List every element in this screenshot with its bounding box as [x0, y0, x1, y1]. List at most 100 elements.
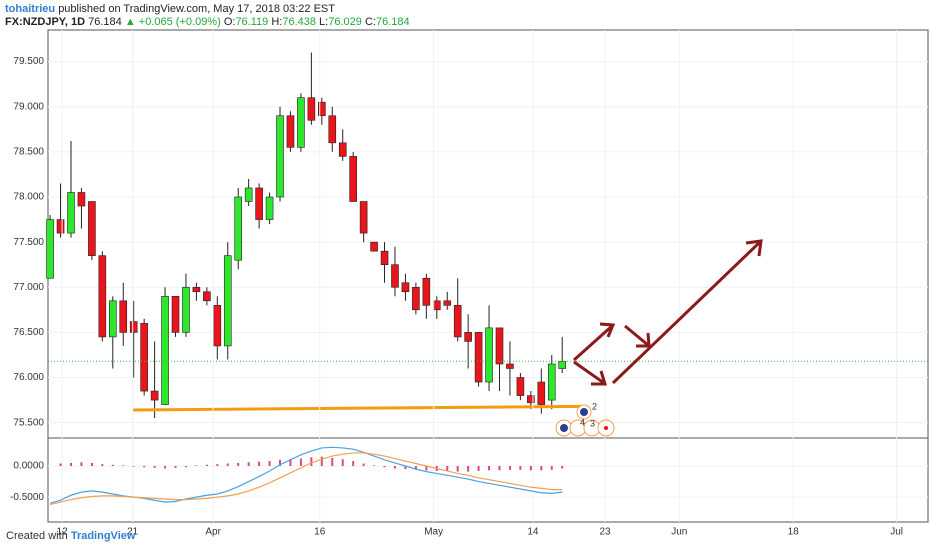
- histogram-bar: [289, 459, 292, 466]
- y-tick-label: 79.500: [13, 56, 44, 67]
- histogram-bar: [69, 462, 72, 466]
- event-icon: [604, 426, 608, 430]
- candle-body: [203, 291, 211, 302]
- histogram-bar: [279, 459, 282, 466]
- candle-body: [359, 201, 368, 234]
- histogram-bar: [446, 466, 449, 471]
- histogram-bar: [299, 458, 302, 466]
- histogram-bar: [195, 465, 198, 466]
- histogram-bar: [477, 466, 480, 471]
- footer-brand[interactable]: TradingView: [70, 530, 136, 542]
- event-count: 3: [590, 418, 595, 428]
- arrow-head: [591, 370, 608, 386]
- author[interactable]: tohaitrieu: [5, 3, 56, 15]
- candle-body: [77, 192, 86, 207]
- histogram-bar: [258, 461, 261, 466]
- candle-body: [527, 395, 535, 404]
- event-icons: 2 4 3: [555, 401, 615, 437]
- candle-body: [286, 115, 295, 148]
- y-tick-label: 76.000: [13, 372, 44, 383]
- drawn-arrows: [572, 239, 763, 386]
- candle-body: [56, 219, 65, 234]
- candle-body: [516, 377, 525, 396]
- histogram-bar: [352, 461, 355, 466]
- published: published on TradingView.com, May 17, 20…: [58, 3, 335, 15]
- plot-frame: [47, 29, 929, 523]
- candle-body: [192, 286, 201, 293]
- candle-body: [328, 115, 337, 144]
- histogram-bar: [59, 463, 62, 466]
- histogram-bar: [216, 464, 219, 466]
- histogram-bar: [488, 466, 491, 471]
- candle-body: [223, 255, 232, 347]
- histogram-bar: [414, 466, 417, 470]
- histogram-bar: [467, 466, 470, 472]
- y-tick-label: 77.500: [13, 237, 44, 248]
- event-icon: [560, 424, 568, 432]
- data-layer: 75.500 76.000 76.500 77.000 77.500 78.000 78.5…: [10, 30, 928, 538]
- y-tick-label: 78.500: [13, 146, 44, 157]
- candle-body: [129, 321, 138, 333]
- arrow: [573, 360, 605, 385]
- ohlc-label: L:: [319, 16, 329, 28]
- histogram-bar: [320, 456, 323, 466]
- y-tick-label: 78.000: [13, 192, 44, 203]
- y-tick-label: 76.500: [13, 327, 44, 338]
- ohlc-label: H:: [271, 16, 283, 28]
- x-tick-label: Jul: [890, 527, 903, 538]
- candle-body: [547, 363, 556, 401]
- arrow-head: [636, 332, 651, 348]
- ohlc-label: O:: [223, 16, 236, 28]
- histogram-bar: [404, 466, 407, 470]
- histogram-bar: [331, 457, 334, 466]
- histogram-bar: [529, 466, 532, 471]
- y-tick-label: -0.5000: [10, 492, 44, 503]
- histogram-bar: [425, 466, 428, 471]
- y-tick-label: 75.500: [13, 417, 44, 428]
- histogram-bar: [174, 466, 177, 468]
- arrow-head: [599, 322, 616, 338]
- candle-body: [391, 264, 399, 288]
- x-tick-label: 14: [527, 527, 539, 538]
- histogram-bar: [184, 466, 187, 468]
- x-tick-label: 21: [127, 527, 139, 538]
- candle-body: [464, 332, 472, 342]
- candle-body: [422, 277, 431, 306]
- histogram-bar: [153, 466, 156, 468]
- histogram-bar: [268, 461, 271, 466]
- candle-body: [88, 201, 96, 256]
- histogram-bar: [383, 466, 386, 468]
- histogram-bar: [393, 466, 396, 469]
- histogram-bar: [237, 462, 240, 466]
- arrow-head: [745, 239, 763, 257]
- histogram-bar: [540, 466, 543, 471]
- x-tick-label: 12: [57, 527, 69, 538]
- indicator-line: [49, 452, 563, 506]
- candle-body: [213, 305, 222, 347]
- y-tick-label: 79.000: [13, 101, 44, 112]
- candle-body: [244, 187, 253, 202]
- candle-body: [150, 390, 159, 401]
- y-tick-label: 77.000: [13, 282, 44, 293]
- histogram-bar: [247, 462, 250, 466]
- ohlc-value: 76.029: [328, 16, 362, 28]
- histogram-bar: [362, 463, 365, 466]
- candle-body: [119, 300, 128, 333]
- ohlc-value: 76.184: [375, 16, 410, 28]
- histogram-bar: [226, 463, 229, 466]
- header-line: tohaitrieu published on TradingView.com,…: [5, 3, 335, 15]
- histogram-bar: [550, 466, 553, 470]
- histogram-bar: [508, 466, 511, 470]
- candle-body: [255, 187, 263, 220]
- candle-body: [537, 381, 546, 405]
- x-tick-label: Apr: [205, 527, 221, 538]
- candle-body: [495, 327, 504, 365]
- histogram-bar: [164, 466, 167, 469]
- histogram-bar: [456, 466, 459, 472]
- event-icon: [580, 408, 588, 416]
- candle-body: [412, 286, 420, 311]
- histogram-bar: [80, 462, 83, 466]
- histogram-bar: [498, 466, 501, 471]
